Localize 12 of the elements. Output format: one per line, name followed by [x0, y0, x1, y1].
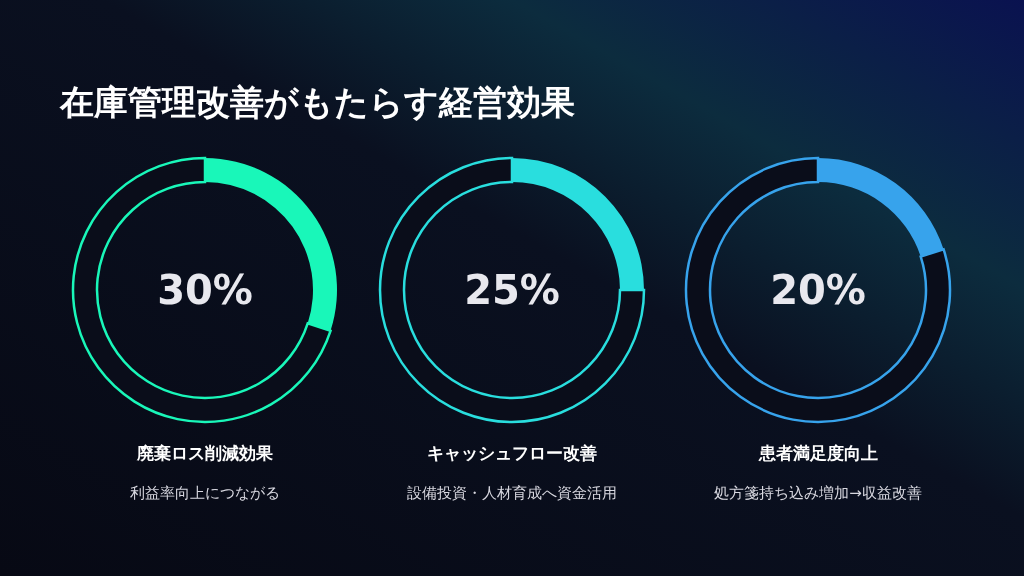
- donut-slice: [378, 156, 646, 424]
- data-label: 20%: [770, 267, 866, 313]
- text: 処方箋持ち込み増加→収益改善: [714, 484, 922, 502]
- text: 在庫管理改善がもたらす経営効果: [59, 82, 575, 122]
- text: 患者満足度向上: [757, 443, 878, 463]
- data-label: 30%: [157, 267, 253, 313]
- text: 設備投資・人材育成へ資金活用: [407, 484, 617, 502]
- text: 利益率向上につながる: [130, 484, 280, 502]
- donut-slice: [684, 156, 952, 424]
- data-label: 25%: [464, 267, 560, 313]
- text: キャッシュフロー改善: [427, 443, 597, 463]
- text: 廃棄ロス削減効果: [136, 443, 274, 463]
